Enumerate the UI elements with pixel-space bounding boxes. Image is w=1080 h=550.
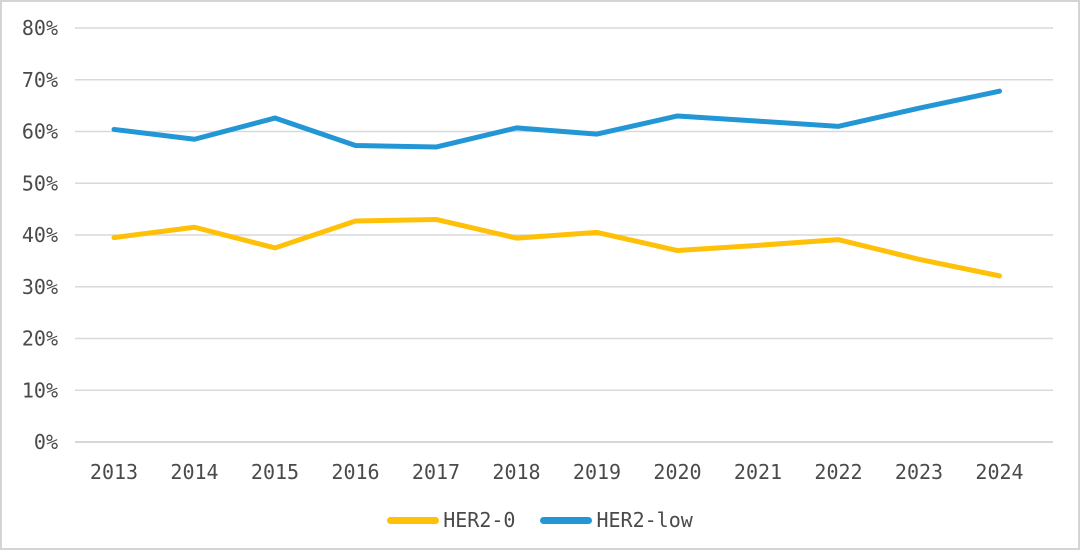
x-tick-label: 2019 [573,460,621,484]
legend-label-her2-low: HER2-low [596,508,693,532]
x-tick-label: 2015 [251,460,299,484]
x-tick-label: 2014 [170,460,218,484]
x-tick-label: 2016 [331,460,379,484]
legend-label-her2-0: HER2-0 [443,508,516,532]
y-tick-label: 10% [22,378,58,402]
y-tick-label: 60% [22,120,58,144]
y-tick-label: 40% [22,223,58,247]
x-tick-label: 2018 [492,460,540,484]
x-tick-label: 2022 [814,460,862,484]
x-tick-label: 2023 [895,460,943,484]
series-line-her2-0 [111,216,1002,279]
legend-swatch-her2-0 [387,516,440,524]
y-tick-label: 0% [34,430,58,454]
series-line-her2-low [111,88,1002,150]
x-tick-label: 2020 [653,460,701,484]
x-tick-label: 2013 [90,460,138,484]
legend: HER2-0 HER2-low [2,510,1078,530]
y-tick-label: 80% [22,16,58,40]
y-tick-label: 30% [22,275,58,299]
y-tick-label: 50% [22,171,58,195]
y-tick-label: 70% [22,68,58,92]
y-tick-label: 20% [22,327,58,351]
x-tick-label: 2024 [975,460,1023,484]
x-tick-label: 2021 [734,460,782,484]
legend-swatch-her2-low [540,516,593,524]
legend-item-her2-low[interactable]: HER2-low [540,508,693,532]
x-tick-label: 2017 [412,460,460,484]
legend-item-her2-0[interactable]: HER2-0 [387,510,515,530]
